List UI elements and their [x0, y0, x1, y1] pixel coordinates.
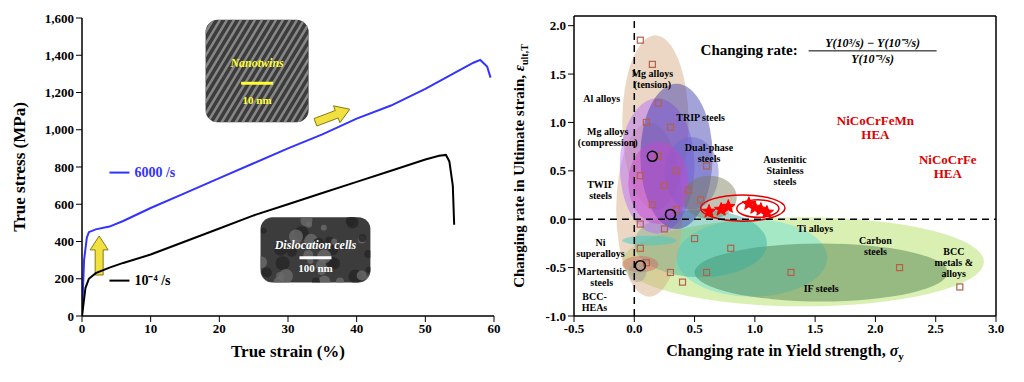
svg-text:6000 /s: 6000 /s [134, 165, 175, 180]
svg-text:Mg alloys: Mg alloys [587, 126, 628, 137]
svg-text:60: 60 [488, 321, 501, 336]
svg-text:steels: steels [590, 277, 613, 288]
html-text:True stress (MPa): True stress (MPa) [10, 102, 29, 232]
svg-text:Stainless: Stainless [766, 165, 803, 176]
html-text:ult,T: ult,T [518, 44, 530, 65]
svg-text:BCC: BCC [943, 246, 964, 257]
svg-text:10 nm: 10 nm [243, 94, 272, 106]
svg-text:10: 10 [144, 321, 157, 336]
svg-text:steels: steels [589, 190, 612, 201]
svg-text:Ni: Ni [596, 237, 606, 248]
svg-text:IF steels: IF steels [804, 283, 839, 294]
svg-text:Al alloys: Al alloys [583, 93, 620, 104]
svg-text:0.0: 0.0 [550, 212, 566, 227]
svg-text:400: 400 [55, 234, 75, 249]
svg-text:3.0: 3.0 [988, 321, 1004, 336]
svg-text:alloys: alloys [942, 268, 967, 279]
svg-text:BCC-: BCC- [582, 291, 606, 302]
svg-text:200: 200 [55, 271, 75, 286]
svg-text:1.5: 1.5 [807, 321, 824, 336]
svg-text:10⁻⁴ /s: 10⁻⁴ /s [134, 273, 171, 288]
svg-text:Changing rate:: Changing rate: [701, 42, 798, 58]
svg-text:2.0: 2.0 [867, 321, 883, 336]
svg-text:steels: steels [774, 176, 797, 187]
svg-text:Y(10³/s) − Y(10⁻³/s): Y(10³/s) − Y(10⁻³/s) [825, 36, 920, 50]
svg-text:superalloys: superalloys [576, 248, 624, 259]
svg-text:0: 0 [79, 321, 86, 336]
svg-text:TWIP: TWIP [587, 179, 614, 190]
svg-text:HEAs: HEAs [582, 302, 608, 313]
svg-text:Carbon: Carbon [859, 235, 892, 246]
svg-text:0.5: 0.5 [686, 321, 703, 336]
svg-text:(tension): (tension) [634, 79, 671, 91]
svg-text:1.0: 1.0 [747, 321, 763, 336]
svg-text:Ti alloys: Ti alloys [797, 223, 833, 234]
svg-text:Mg alloys: Mg alloys [632, 68, 673, 79]
svg-text:0.5: 0.5 [550, 163, 567, 178]
svg-text:NiCoCrFeMn: NiCoCrFeMn [837, 113, 915, 128]
svg-text:1,400: 1,400 [45, 48, 74, 63]
html-text:ε: ε [510, 65, 527, 72]
svg-text:HEA: HEA [861, 127, 890, 142]
svg-text:30: 30 [282, 321, 295, 336]
svg-text:NiCoCrFe: NiCoCrFe [919, 152, 977, 167]
svg-text:HEA: HEA [934, 166, 963, 181]
svg-text:Martensitic: Martensitic [577, 266, 627, 277]
svg-text:1,000: 1,000 [45, 122, 74, 137]
svg-text:2.5: 2.5 [928, 321, 945, 336]
svg-text:100 nm: 100 nm [298, 262, 333, 274]
svg-text:metals &: metals & [934, 257, 973, 268]
svg-text:steels: steels [698, 153, 721, 164]
svg-text:1,600: 1,600 [45, 11, 74, 26]
svg-text:Dislocation cells: Dislocation cells [274, 238, 357, 252]
svg-text:-0.5: -0.5 [564, 321, 585, 336]
svg-text:1.5: 1.5 [550, 67, 567, 82]
svg-text:Dual-phase: Dual-phase [685, 142, 734, 153]
svg-text:(compression): (compression) [578, 137, 638, 149]
html-text:True strain (%): True strain (%) [231, 342, 345, 361]
svg-text:steels: steels [864, 246, 887, 257]
svg-text:1,200: 1,200 [45, 85, 74, 100]
svg-text:-1.0: -1.0 [545, 309, 566, 324]
svg-text:-0.5: -0.5 [545, 260, 566, 275]
svg-text:Y(10⁻³/s): Y(10⁻³/s) [851, 52, 894, 66]
svg-text:0.0: 0.0 [626, 321, 642, 336]
svg-text:600: 600 [55, 197, 75, 212]
svg-text:Austenitic: Austenitic [763, 154, 807, 165]
svg-text:TRIP steels: TRIP steels [676, 112, 725, 123]
svg-text:20: 20 [213, 321, 226, 336]
svg-text:800: 800 [55, 160, 75, 175]
svg-text:Nanotwins: Nanotwins [229, 56, 284, 70]
svg-text:50: 50 [419, 321, 432, 336]
html-text:Changing rate in Yield strengt: Changing rate in Yield strength, σy [666, 342, 904, 363]
svg-text:40: 40 [350, 321, 363, 336]
svg-text:0: 0 [68, 309, 75, 324]
svg-text:2.0: 2.0 [550, 18, 566, 33]
html-text:Changing rate in Ultimate stra: Changing rate in Ultimate strain, [510, 71, 527, 288]
svg-text:1.0: 1.0 [550, 115, 566, 130]
